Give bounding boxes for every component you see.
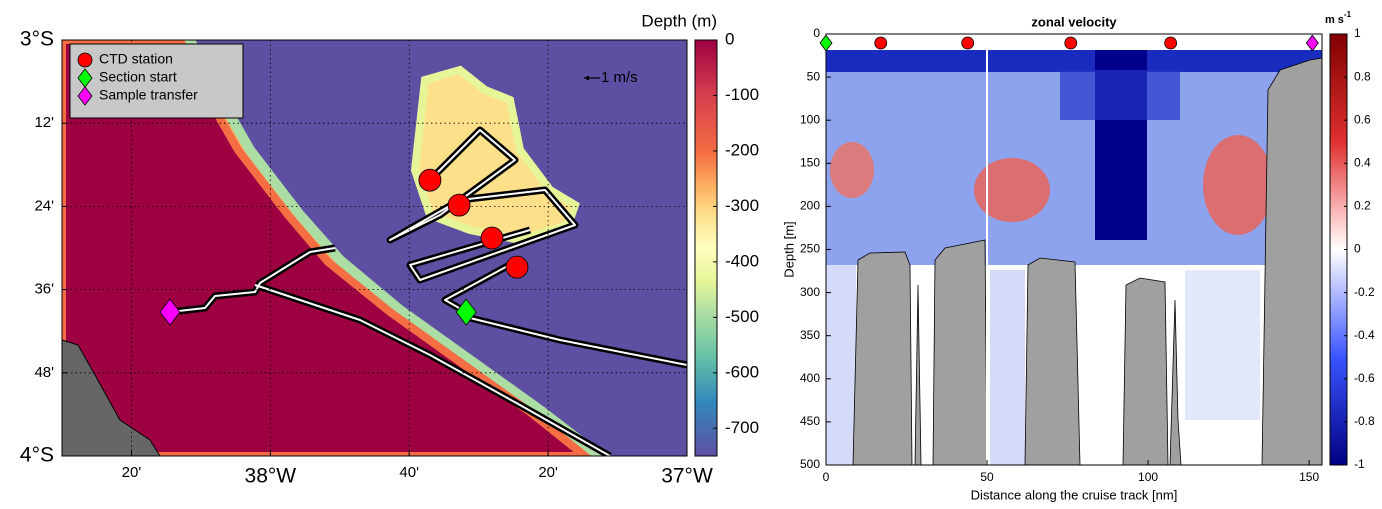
chart-title: zonal velocity bbox=[1031, 14, 1117, 29]
colorbar-tick-label: 0.2 bbox=[1354, 199, 1371, 213]
station-marker bbox=[418, 168, 442, 192]
colorbar-title: Depth (m) bbox=[641, 11, 717, 30]
y-tick-label: 400 bbox=[800, 371, 820, 385]
legend-label: Section start bbox=[99, 69, 177, 85]
topography bbox=[852, 57, 1323, 466]
x-tick-label: 20' bbox=[122, 464, 142, 481]
colorbar-tick-label: -400 bbox=[725, 251, 759, 270]
map-frame bbox=[61, 39, 688, 457]
velocity-deep bbox=[826, 265, 856, 465]
x-tick-label: 38°W bbox=[245, 465, 297, 488]
y-tick-label: 450 bbox=[800, 414, 820, 428]
y-tick-label: 350 bbox=[800, 328, 820, 342]
ship-tracks bbox=[169, 126, 687, 456]
land bbox=[62, 339, 161, 456]
colorbar-tick-label: -700 bbox=[725, 418, 759, 437]
y-tick-label: 3°S bbox=[20, 28, 54, 51]
seamount bbox=[1024, 257, 1081, 466]
y-tick-label: 500 bbox=[800, 457, 820, 471]
x-tick-label: 50 bbox=[980, 470, 994, 484]
colorbar-tick-label: 0.4 bbox=[1354, 155, 1371, 169]
y-tick-label: 24' bbox=[34, 197, 54, 214]
colorbar-tick-label: -0.6 bbox=[1354, 371, 1375, 385]
colorbar-tick-label: -0.8 bbox=[1354, 414, 1375, 428]
seamount bbox=[852, 251, 913, 466]
colorbar-tick-label: -300 bbox=[725, 196, 759, 215]
station-marker bbox=[1305, 34, 1319, 52]
station-marker bbox=[480, 226, 504, 250]
colorbar-tick-label: 1 bbox=[1354, 26, 1361, 40]
annotation: 1 m/s bbox=[601, 69, 638, 86]
station-marker bbox=[1164, 36, 1178, 50]
velocity-surface bbox=[826, 50, 1322, 72]
colorbar-tick-label: -100 bbox=[725, 85, 759, 104]
colorbar-tick-label: -200 bbox=[725, 140, 759, 159]
seamount bbox=[1261, 57, 1323, 466]
station-marker bbox=[1064, 36, 1078, 50]
y-tick-label: 36' bbox=[34, 281, 54, 298]
x-tick-label: 0 bbox=[823, 470, 830, 484]
colorbar-tick-label: -1 bbox=[1354, 457, 1365, 471]
scale-arrow-head bbox=[584, 75, 589, 81]
y-tick-label: 12' bbox=[34, 114, 54, 131]
legend-label: Sample transfer bbox=[99, 87, 198, 103]
y-tick-label: 0 bbox=[813, 26, 820, 40]
legend-marker bbox=[77, 52, 93, 68]
y-tick-label: 100 bbox=[800, 112, 820, 126]
x-tick-label: 40' bbox=[399, 464, 419, 481]
colorbar-tick-label: 0.6 bbox=[1354, 112, 1371, 126]
x-tick-label: 20' bbox=[538, 464, 558, 481]
depth-colorbar bbox=[694, 39, 718, 457]
x-tick-label: 150 bbox=[1299, 470, 1319, 484]
station-marker bbox=[455, 298, 477, 326]
velocity-deep bbox=[1185, 270, 1260, 420]
station-marker bbox=[819, 34, 833, 52]
colorbar-unit-exp: -1 bbox=[1344, 10, 1352, 19]
velocity-red bbox=[830, 142, 874, 198]
x-tick-label: 100 bbox=[1138, 470, 1158, 484]
velocity-red bbox=[974, 158, 1050, 222]
velocity-band bbox=[1060, 70, 1180, 120]
y-tick-label: 200 bbox=[800, 199, 820, 213]
track-line bbox=[169, 129, 687, 456]
colorbar-tick-label: -500 bbox=[725, 307, 759, 326]
y-tick-label: 50 bbox=[807, 69, 821, 83]
y-tick-label: 4°S bbox=[20, 444, 54, 467]
station-marker bbox=[447, 193, 471, 217]
y-tick-label: 250 bbox=[800, 242, 820, 256]
x-axis-label: Distance along the cruise track [nm] bbox=[971, 487, 1178, 502]
legend-marker bbox=[77, 86, 93, 106]
y-tick-label: 48' bbox=[34, 364, 54, 381]
velocity-deep bbox=[990, 270, 1025, 465]
y-tick-label: 150 bbox=[800, 155, 820, 169]
colorbar-tick-label: 0.8 bbox=[1354, 69, 1371, 83]
colorbar-tick-label: -0.2 bbox=[1354, 285, 1375, 299]
station-marker bbox=[505, 255, 529, 279]
colorbar-tick-label: -0.4 bbox=[1354, 328, 1375, 342]
seamount bbox=[932, 239, 988, 466]
station-marker bbox=[159, 298, 181, 326]
station-marker bbox=[874, 36, 888, 50]
station-marker bbox=[961, 36, 975, 50]
x-tick-label: 37°W bbox=[661, 465, 713, 488]
colorbar-unit: m s bbox=[1325, 14, 1344, 26]
velocity-red bbox=[1203, 135, 1273, 235]
colorbar-tick-label: -600 bbox=[725, 362, 759, 381]
seamount bbox=[1122, 277, 1169, 466]
colorbar-tick-label: 0 bbox=[1354, 242, 1361, 256]
y-axis-label: Depth [m] bbox=[781, 221, 796, 277]
legend-box bbox=[69, 43, 244, 119]
y-tick-label: 300 bbox=[800, 285, 820, 299]
legend-label: CTD station bbox=[99, 51, 173, 67]
colorbar-tick-label: 0 bbox=[725, 29, 734, 48]
colorbar-title: m s-1 bbox=[1325, 10, 1352, 26]
velocity-field bbox=[826, 50, 1322, 465]
